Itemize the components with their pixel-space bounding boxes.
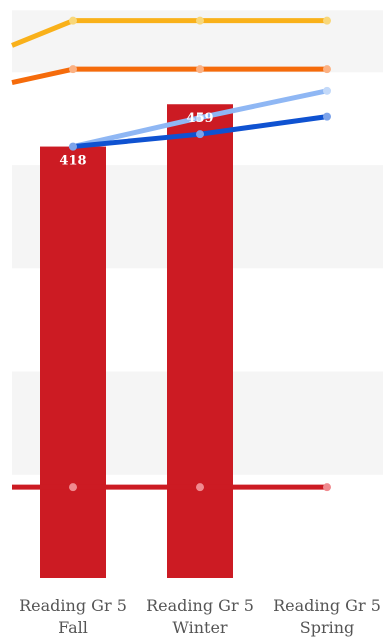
bar-labels: 418 459 [59,111,213,168]
line-series-3-point-2[interactable] [323,112,331,121]
line-series-4-point-2[interactable] [323,483,331,492]
series-edge-line-0 [11,18,74,48]
x-tick-label-1: Reading Gr 5 Winter [146,596,254,637]
x-axis-labels: Reading Gr 5 Fall Reading Gr 5 Winter Readin… [19,596,381,637]
bar-series [40,104,233,579]
line-series-4-point-0[interactable] [69,483,77,492]
bar-0[interactable] [40,146,106,579]
line-series-3-point-0[interactable] [69,142,77,151]
bar-value-label-0: 418 [59,154,86,169]
series-edge-line-1 [11,66,74,86]
line-series-1-point-1[interactable] [196,65,204,74]
line-series-4-point-1[interactable] [196,483,204,492]
line-series-1-point-2[interactable] [323,65,331,74]
line-series-3-point-1[interactable] [196,130,204,139]
line-series-0-point-1[interactable] [196,16,204,25]
x-tick-label-2: Reading Gr 5 Spring [273,596,381,637]
line-series-0-point-0[interactable] [69,16,77,25]
line-series-0-point-2[interactable] [323,16,331,25]
line-series-2-point-1[interactable] [196,113,204,122]
bar-value-label-1: 459 [186,111,213,126]
line-series-group [11,16,331,492]
line-series-2-point-2[interactable] [323,86,331,95]
x-tick-label-0: Reading Gr 5 Fall [19,596,127,637]
line-series-1-point-0[interactable] [69,65,77,74]
bar-1[interactable] [167,104,233,578]
